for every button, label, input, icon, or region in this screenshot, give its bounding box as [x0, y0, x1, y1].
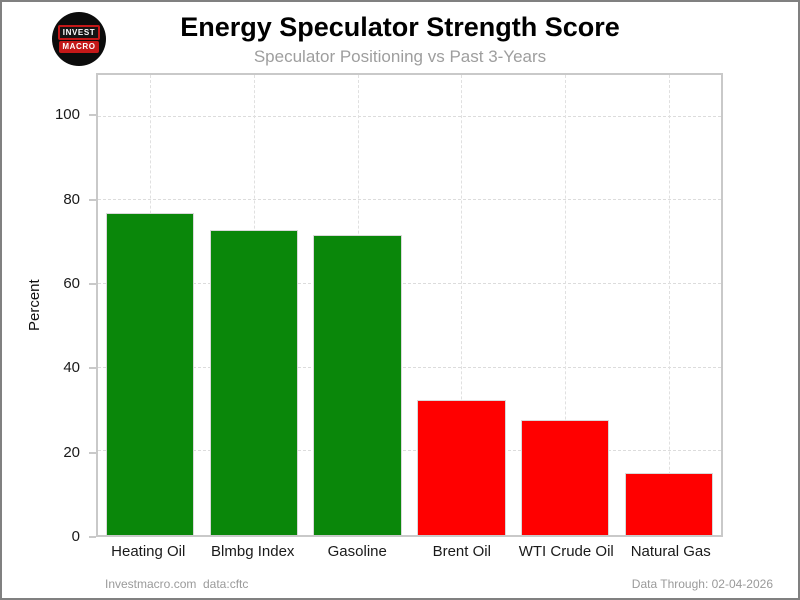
bar-slot-brent-oil: [409, 75, 513, 535]
chart-subtitle: Speculator Positioning vs Past 3-Years: [253, 47, 547, 66]
x-label-natural-gas: Natural Gas: [630, 543, 711, 560]
bar-wti-crude-oil: [521, 420, 610, 535]
y-tick-label-100: 100: [54, 106, 80, 124]
y-tick-mark-100: [89, 114, 96, 117]
x-label-gasoline: Gasoline: [327, 543, 387, 560]
bar-slot-blmbg-index: [202, 75, 306, 535]
logo-invest-text: INVEST: [57, 25, 101, 40]
y-axis: 0 20 40 60 80 100: [2, 73, 96, 545]
bar-slot-heating-oil: [98, 75, 202, 535]
x-label-brent-oil: Brent Oil: [432, 543, 491, 560]
y-tick-mark-60: [89, 282, 96, 285]
y-tick-label-60: 60: [63, 274, 80, 292]
y-tick-mark-0: [89, 536, 96, 538]
y-tick-label-80: 80: [63, 190, 80, 208]
y-tick-mark-80: [89, 198, 96, 201]
y-tick-mark-20: [89, 451, 96, 454]
y-tick-mark-40: [89, 367, 96, 370]
bar-series: [98, 75, 721, 535]
gridline-h-20: [98, 450, 721, 452]
gridline-h-40: [98, 366, 721, 368]
plot-area: [96, 73, 723, 537]
bar-gasoline: [313, 235, 402, 535]
x-axis-labels: Heating Oil Blmbg Index Gasoline Brent Oil W…: [96, 543, 723, 560]
footer-data-source-text: data:cftc: [203, 577, 249, 591]
x-label-heating-oil: Heating Oil: [111, 543, 186, 560]
x-label-wti-crude-oil: WTI Crude Oil: [518, 543, 614, 560]
gridline-v-brent-oil: [461, 75, 463, 535]
gridline-h-60: [98, 283, 721, 285]
y-tick-label-40: 40: [63, 359, 80, 377]
y-tick-label-0: 0: [71, 528, 80, 545]
bar-slot-wti-crude-oil: [513, 75, 617, 535]
x-label-blmbg-index: Blmbg Index: [211, 543, 295, 560]
gridline-v-natural-gas: [669, 75, 671, 535]
bar-blmbg-index: [209, 229, 298, 535]
gridline-v-wti-crude-oil: [565, 75, 567, 535]
bar-slot-gasoline: [306, 75, 410, 535]
bar-slot-natural-gas: [617, 75, 721, 535]
bar-natural-gas: [624, 473, 714, 535]
investmacro-logo: INVEST MACRO: [52, 12, 106, 66]
footer-site-text: Investmacro.com: [105, 577, 197, 591]
bar-heating-oil: [105, 212, 195, 535]
gridline-h-100: [98, 115, 721, 117]
logo-macro-text: MACRO: [59, 41, 99, 53]
gridline-h-80: [98, 199, 721, 201]
chart-title: Energy Speculator Strength Score: [180, 12, 620, 42]
y-tick-label-20: 20: [63, 443, 80, 461]
footer-data-through-text: Data Through: 02-04-2026: [631, 577, 773, 591]
bar-brent-oil: [417, 399, 506, 535]
